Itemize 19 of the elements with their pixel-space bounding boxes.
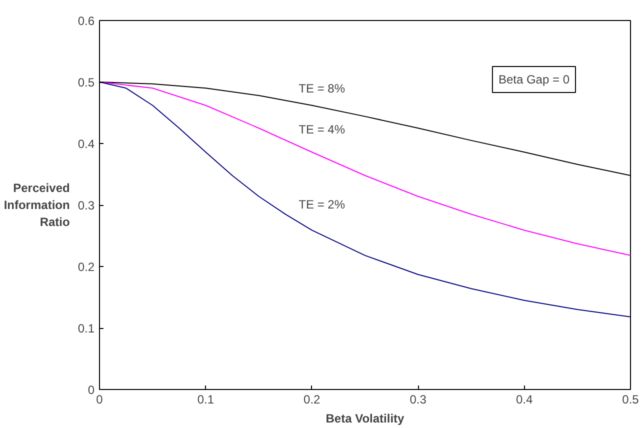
series-label: TE = 4%: [298, 122, 346, 137]
y-tick-label: 0.2: [78, 260, 95, 274]
x-tick-label: 0: [96, 392, 104, 406]
y-tick-label: 0.6: [78, 14, 95, 28]
series-label: TE = 8%: [298, 81, 346, 96]
x-tick-label: 0.4: [516, 392, 533, 406]
x-axis-title: Beta Volatility: [326, 412, 405, 426]
y-tick-label: 0.5: [78, 76, 95, 90]
y-tick-label: 0.1: [78, 322, 95, 336]
annotation: Beta Gap = 0: [498, 72, 570, 86]
x-tick-label: 0.1: [197, 392, 214, 406]
x-tick-label: 0.3: [410, 392, 427, 406]
x-tick-label: 0.5: [622, 392, 640, 406]
series-label: TE = 2%: [298, 197, 346, 212]
y-tick-label: 0.3: [78, 198, 95, 212]
y-tick-label: 0: [88, 383, 95, 397]
x-tick-label: 0.2: [304, 392, 321, 406]
y-tick-label: 0.4: [78, 137, 95, 151]
y-axis-title: Perceived Information Ratio: [4, 181, 70, 229]
